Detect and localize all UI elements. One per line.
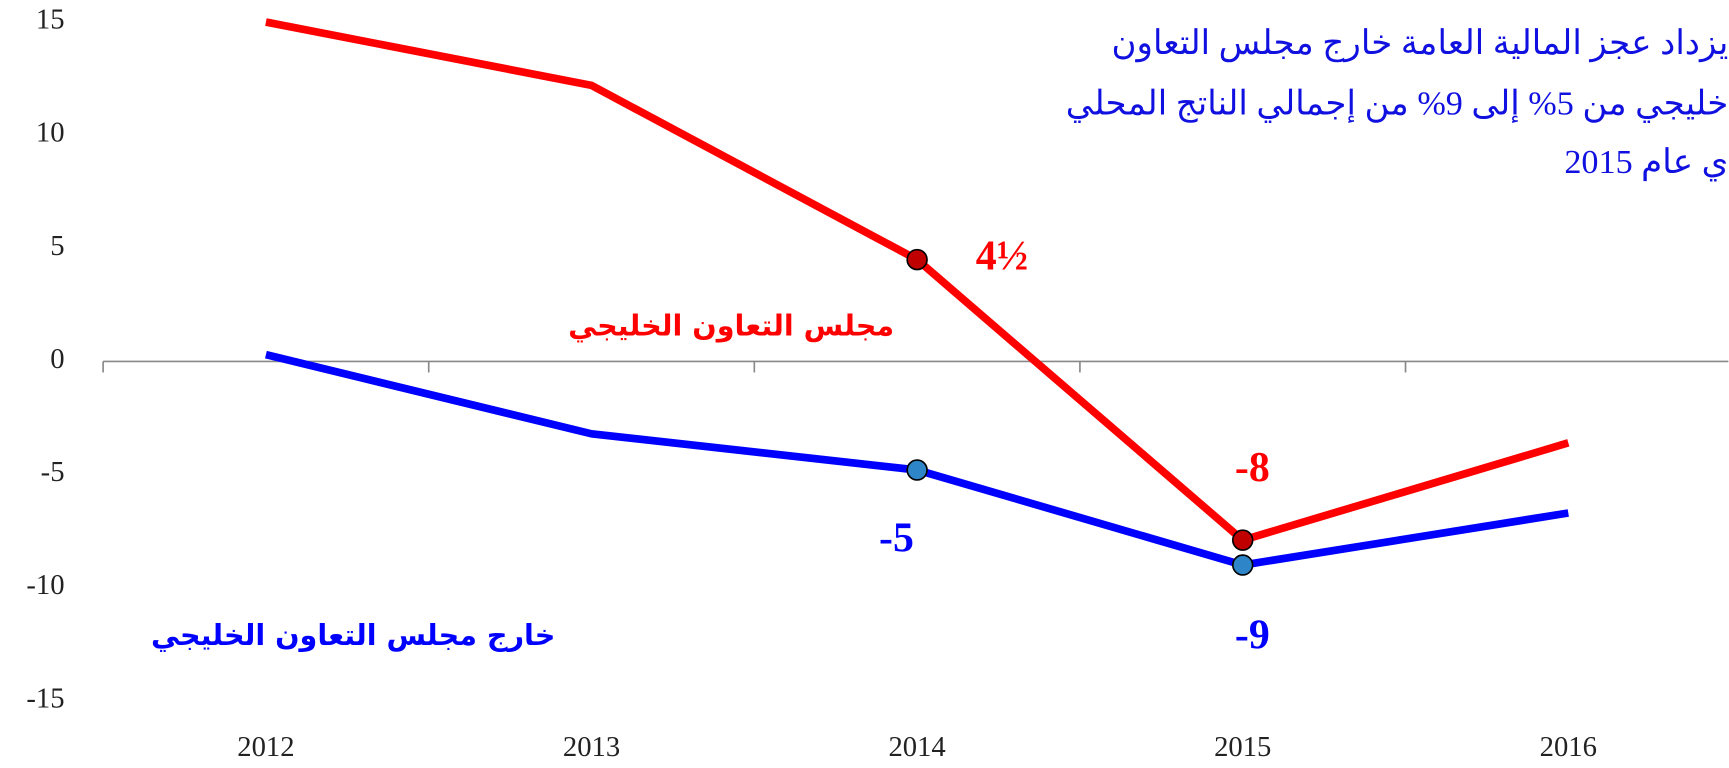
x-tick-label: 2015 [1214,731,1271,763]
y-tick-label: -15 [26,682,64,714]
x-tick-label: 2016 [1540,731,1597,763]
point-marker [906,459,928,481]
data-label: -5 [879,516,914,562]
series-label: مجلس التعاون الخليجي [568,308,894,342]
series-label: خارج مجلس التعاون الخليجي [151,618,555,653]
x-tick-label: 2012 [237,731,294,763]
point-marker [906,248,928,271]
x-tick-label: 2013 [563,731,620,763]
y-tick-label: 15 [36,4,65,36]
y-tick-label: 0 [50,343,64,375]
data-label: -9 [1235,613,1270,659]
y-tick-label: -10 [26,569,64,601]
y-tick-label: 10 [36,117,65,149]
point-marker [1231,529,1254,551]
x-tick-label: 2014 [888,731,945,763]
data-label: 4½ [976,234,1028,280]
y-tick-label: -5 [41,456,65,488]
y-tick-label: 5 [50,230,64,262]
annotation: ي عام 2015 [1564,144,1728,182]
annotation: خليجي من 5% إلى 9% من إجمالي الناتج المح… [1066,86,1729,124]
annotation: يزداد عجز المالية العامة خارج مجلس التعا… [1111,25,1728,63]
point-marker [1231,554,1254,576]
data-label: -8 [1235,445,1270,491]
